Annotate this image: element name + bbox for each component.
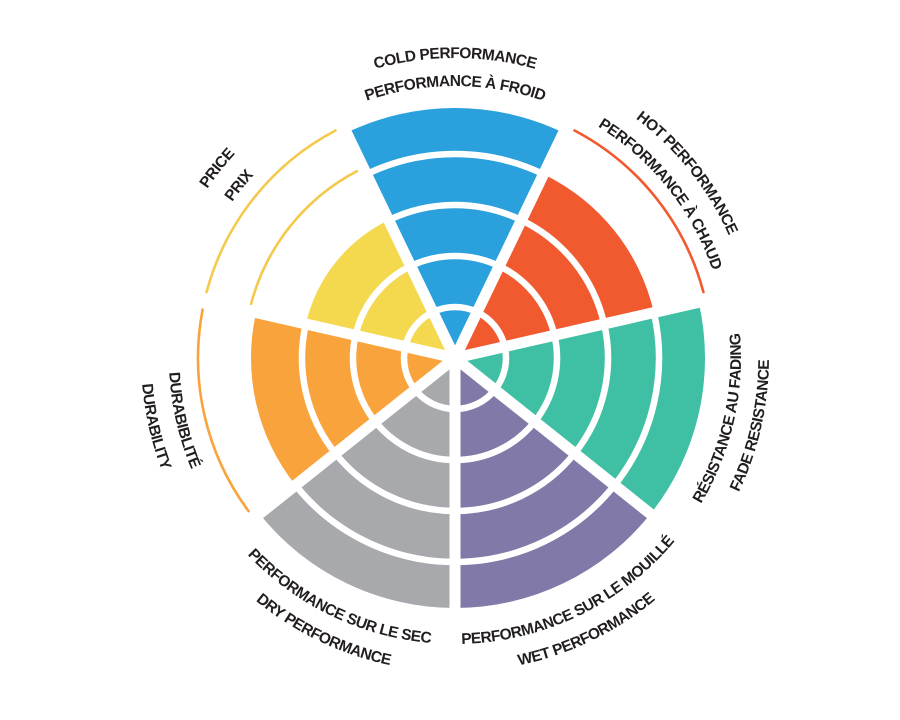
ring-separator-cold-2 — [409, 252, 501, 270]
ring-separator-fade-3 — [572, 323, 612, 456]
ring-separator-wet-3 — [454, 451, 578, 515]
outline-arcs — [196, 129, 705, 513]
ring-separator-hot-3 — [519, 217, 608, 325]
sector-dry — [259, 358, 455, 608]
sector-gap-spoke — [247, 353, 459, 526]
label-cold-en: COLD PERFORMANCE — [372, 45, 538, 73]
ring-separator-hot-2 — [497, 263, 558, 337]
ring-separator-fade-4 — [611, 311, 663, 488]
ring-separator-cold-3 — [387, 201, 523, 224]
ring-separator-dry-4 — [292, 483, 456, 566]
sector-gap-spoke — [453, 294, 711, 364]
sector-gap-spoke — [199, 294, 457, 364]
outline-arc-hot-ring5 — [573, 129, 705, 294]
ring-separator-cold-4 — [365, 150, 545, 178]
ring-separator-dry-3 — [332, 451, 456, 515]
sector-fade — [455, 302, 705, 514]
sector-gap-spoke — [450, 120, 574, 361]
sector-gap-spoke — [336, 120, 460, 361]
ring-separator-dry-2 — [372, 419, 456, 464]
label-durability-fr: DURABIBLITÉ — [165, 372, 203, 471]
ring-separator-wet-4 — [454, 483, 618, 566]
ring-separator-fade-2 — [532, 334, 561, 424]
sector-gap-spoke — [451, 353, 663, 526]
ring-separator-price-2 — [352, 263, 413, 337]
sector-cold — [346, 108, 564, 359]
outline-arc-price-ring5 — [205, 129, 337, 294]
ring-separator-durability-3 — [298, 323, 338, 456]
sector-wet — [455, 358, 651, 608]
label-cold-fr: PERFORMANCE À FROID — [363, 73, 548, 105]
sector-spokes — [199, 120, 711, 619]
ring-separator-durability-2 — [349, 334, 378, 424]
outline-arc-price-ring4 — [249, 169, 359, 306]
outline-arc-durability-ring5 — [196, 308, 250, 513]
ring-separator-wet-2 — [454, 419, 538, 464]
